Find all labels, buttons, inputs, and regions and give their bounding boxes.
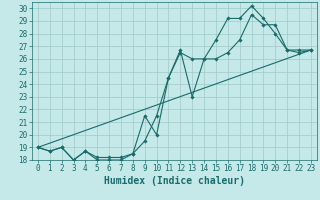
X-axis label: Humidex (Indice chaleur): Humidex (Indice chaleur): [104, 176, 245, 186]
